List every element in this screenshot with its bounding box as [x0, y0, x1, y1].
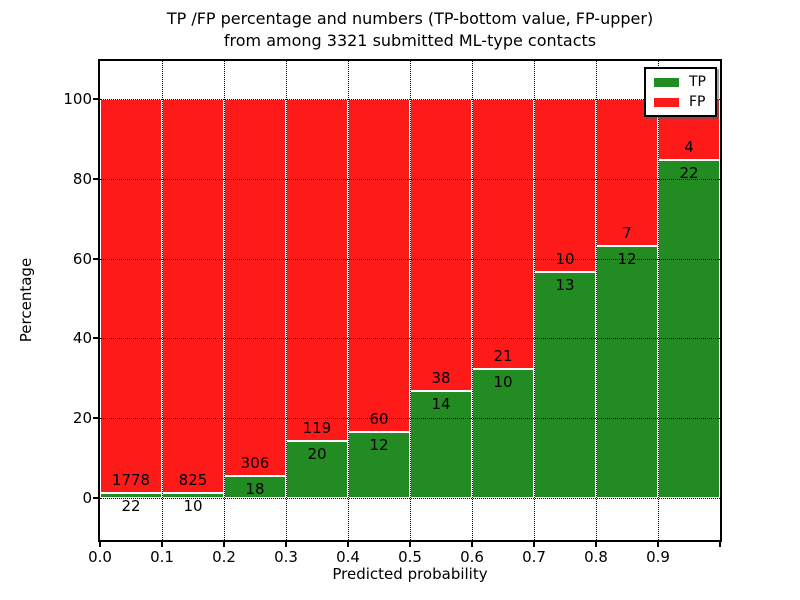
fp-bar-segment	[348, 98, 410, 432]
tp-count-label: 12	[617, 249, 637, 268]
x-tick-mark	[347, 540, 349, 547]
x-tick-mark	[595, 540, 597, 547]
tp-legend-swatch	[654, 77, 679, 87]
chart-title-line1: TP /FP percentage and numbers (TP-bottom…	[166, 9, 654, 28]
y-tick-label: 0	[82, 489, 92, 508]
y-axis-label: Percentage	[17, 257, 35, 343]
chart-title: TP /FP percentage and numbers (TP-bottom…	[100, 8, 720, 52]
fp-count-label: 4	[684, 138, 694, 157]
tp-bar-segment	[596, 245, 658, 499]
fp-count-label: 306	[240, 453, 270, 472]
x-tick-mark	[471, 540, 473, 547]
tp-count-label: 14	[431, 394, 451, 413]
tp-count-label: 10	[493, 373, 513, 392]
y-tick-mark	[93, 417, 100, 420]
v-gridline	[162, 61, 163, 540]
tp-count-label: 22	[121, 497, 141, 516]
fp-count-label: 1778	[111, 471, 151, 490]
chart-title-line2: from among 3321 submitted ML-type contac…	[223, 31, 597, 50]
tp-bar-segment	[658, 160, 720, 499]
fp-bar-segment	[472, 98, 534, 370]
x-tick-label: 0.3	[274, 548, 298, 566]
fp-bar-segment	[224, 98, 286, 476]
x-tick-mark	[533, 540, 535, 547]
y-tick-mark	[93, 337, 100, 340]
tp-count-label: 18	[245, 479, 265, 498]
x-tick-mark	[657, 540, 659, 547]
tp-count-label: 10	[183, 497, 203, 516]
fp-count-label: 60	[369, 409, 389, 428]
tp-count-label: 22	[679, 164, 699, 183]
tp-bar-segment	[100, 493, 162, 499]
v-gridline	[472, 61, 473, 540]
v-gridline	[534, 61, 535, 540]
v-gridline	[658, 61, 659, 540]
y-tick-label: 40	[72, 329, 92, 348]
y-tick-mark	[93, 257, 100, 260]
fp-legend-swatch	[654, 97, 679, 107]
fp-count-label: 119	[302, 418, 332, 437]
x-tick-label: 0.0	[88, 548, 112, 566]
tp-count-label: 20	[307, 444, 327, 463]
x-tick-label: 0.8	[584, 548, 608, 566]
x-tick-mark	[409, 540, 411, 547]
v-gridline	[224, 61, 225, 540]
y-tick-label: 60	[72, 249, 92, 268]
tp-bar-segment	[348, 431, 410, 499]
x-tick-mark	[719, 540, 721, 547]
x-tick-mark	[99, 540, 101, 547]
tp-legend-label: TP	[689, 74, 706, 90]
tp-bar-segment	[534, 272, 596, 499]
plot-area: 1778 22 825 10 306 18 119 20 60 12 38 14 21 10 10 13 7 12…	[100, 61, 720, 540]
fp-bar-segment	[596, 98, 658, 246]
fp-bar-segment	[286, 98, 348, 441]
v-gridline	[286, 61, 287, 540]
y-tick-mark	[93, 177, 100, 180]
tp-bar-segment	[472, 369, 534, 499]
fp-legend-label: FP	[689, 94, 706, 110]
x-tick-label: 0.4	[336, 548, 360, 566]
x-tick-label: 0.6	[460, 548, 484, 566]
x-tick-mark	[161, 540, 163, 547]
y-tick-label: 100	[63, 89, 92, 108]
v-gridline	[348, 61, 349, 540]
x-tick-mark	[285, 540, 287, 547]
v-gridline	[596, 61, 597, 540]
fp-count-label: 10	[555, 250, 575, 269]
x-tick-label: 0.5	[398, 548, 422, 566]
fp-bar-segment	[410, 98, 472, 391]
fp-bar-segment	[100, 98, 162, 494]
x-tick-mark	[223, 540, 225, 547]
fp-count-label: 38	[431, 368, 451, 387]
x-axis-label: Predicted probability	[332, 565, 488, 583]
fp-count-label: 7	[622, 223, 632, 242]
tp-count-label: 13	[555, 276, 575, 295]
fp-count-label: 21	[493, 347, 513, 366]
y-tick-mark	[93, 97, 100, 100]
x-tick-label: 0.1	[150, 548, 174, 566]
x-tick-label: 0.2	[212, 548, 236, 566]
fp-bar-segment	[534, 98, 596, 273]
tp-bar-segment	[410, 390, 472, 499]
y-tick-mark	[93, 497, 100, 500]
x-tick-label: 0.9	[646, 548, 670, 566]
legend: TP FP	[644, 67, 717, 117]
legend-item-fp: FP	[654, 94, 706, 110]
v-gridline	[410, 61, 411, 540]
fp-bar-segment	[162, 98, 224, 494]
y-tick-label: 20	[72, 409, 92, 428]
tp-count-label: 12	[369, 435, 389, 454]
fp-count-label: 825	[178, 471, 208, 490]
tp-bar-segment	[286, 440, 348, 499]
y-tick-label: 80	[72, 169, 92, 188]
legend-item-tp: TP	[654, 74, 706, 90]
x-tick-label: 0.7	[522, 548, 546, 566]
